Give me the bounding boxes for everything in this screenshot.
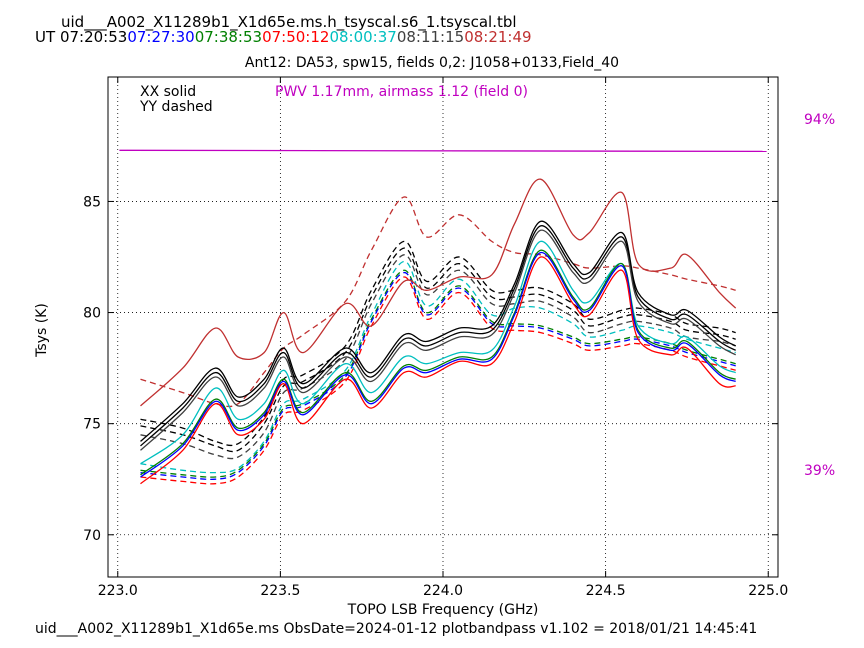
series-lines (119, 149, 767, 485)
x-tick-label: 224.5 (586, 583, 626, 599)
ut-time: 07:27:30 (127, 28, 195, 46)
y-tick-label: 85 (83, 194, 101, 210)
file-title: uid___A002_X11289b1_X1d65e.ms.h_tsyscal.… (61, 13, 517, 31)
yy-series-line (140, 247, 736, 453)
y-tick-label: 75 (83, 417, 101, 433)
yy-series-line (140, 240, 736, 447)
chart-title: Ant12: DA53, spw15, fields 0,2: J1058+01… (244, 55, 620, 71)
xx-series-line (140, 249, 736, 476)
xx-series-line (140, 220, 737, 442)
xx-series-line (140, 229, 737, 451)
ticks: 223.0 223.5 224.0 224.5 225.0 70 75 80 85 (83, 77, 788, 599)
ut-time: 08:21:49 (464, 28, 532, 46)
yy-series-line (140, 254, 736, 460)
xx-series-line (140, 225, 736, 447)
xx-series-line (140, 178, 737, 407)
grid (108, 77, 778, 577)
y-tick-label: 80 (83, 306, 101, 322)
xx-series-line (140, 251, 736, 478)
x-tick-label: 225.0 (748, 583, 788, 599)
ut-times-row: UT 07:20:5307:27:3007:38:5307:50:1208:00… (35, 28, 532, 46)
transmission-line (119, 149, 767, 153)
yy-series-line (140, 269, 736, 478)
ut-label: UT (35, 28, 56, 46)
ut-times: 07:20:5307:27:3007:38:5307:50:1208:00:37… (60, 28, 532, 46)
y-tick-label: 70 (83, 528, 101, 544)
yy-series-line (140, 276, 736, 485)
x-tick-label: 224.0 (423, 583, 463, 599)
pwv-airmass-label: PWV 1.17mm, airmass 1.12 (field 0) (275, 84, 529, 100)
ut-time: 07:20:53 (59, 28, 128, 46)
ut-time: 07:38:53 (194, 28, 263, 46)
x-tick-label: 223.5 (260, 583, 300, 599)
xx-series-line (140, 256, 736, 485)
transmission-min-label: 39% (804, 463, 836, 479)
transmission-max-label: 94% (804, 112, 836, 128)
footer-info: uid___A002_X11289b1_X1d65e.ms ObsDate=20… (35, 621, 758, 637)
ut-time: 08:11:15 (396, 28, 465, 46)
legend-xx-solid: XX solid (140, 84, 197, 100)
x-axis-label: TOPO LSB Frequency (GHz) (347, 602, 539, 618)
legend-yy-dashed: YY dashed (140, 99, 213, 115)
yy-series-line (140, 271, 736, 481)
yy-series-line (140, 260, 736, 474)
ut-time: 08:00:37 (329, 28, 397, 46)
ut-time: 07:50:12 (262, 28, 330, 46)
x-tick-label: 223.0 (98, 583, 138, 599)
xx-series-line (140, 240, 736, 465)
